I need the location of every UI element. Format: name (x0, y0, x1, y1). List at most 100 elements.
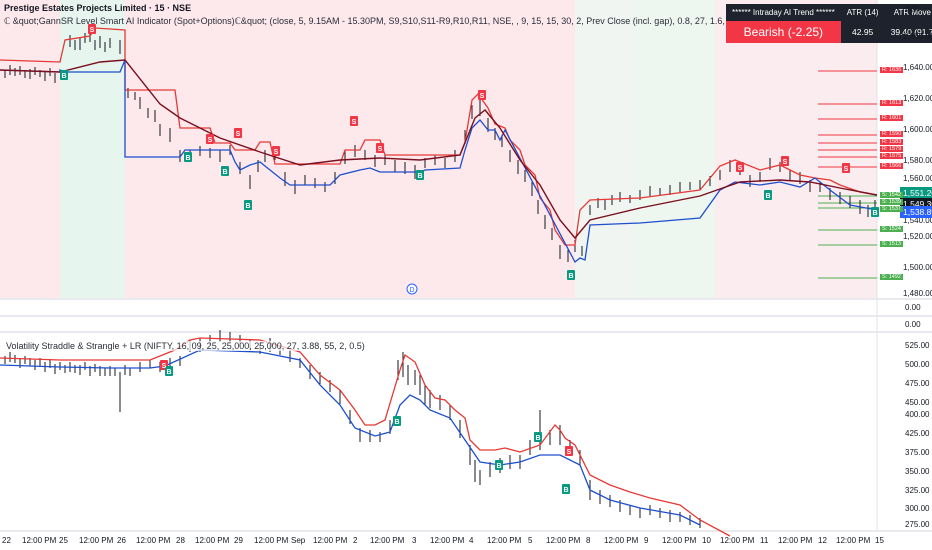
trend-table: ****** Intraday AI Trend ****** ATR (14)… (726, 4, 932, 43)
level-label-r2: R: 1613 (880, 100, 904, 106)
moving-average-line (0, 59, 878, 240)
buy-signal: B (417, 173, 422, 180)
buy-signal: B (394, 419, 399, 426)
lower-indicator-label[interactable]: Volatility Straddle & Strangle + LR (NIF… (4, 341, 367, 351)
level-label-r4: R: 1590 (880, 131, 904, 137)
level-label-r7: R: 1575 (880, 153, 904, 159)
atr-header: ATR (14) (840, 4, 885, 21)
time-axis-label: 12 (818, 536, 827, 545)
price-axis-label: 1,520.00 (903, 232, 932, 241)
sell-signal: S (480, 93, 485, 100)
lower-axis-label: 275.00 (905, 520, 930, 529)
time-axis-label: 12:00 PM (487, 536, 522, 545)
currency-label[interactable]: INR (905, 5, 919, 14)
sell-signal: S (738, 165, 743, 172)
lower-axis-label: 400.00 (905, 410, 930, 419)
indicator-label[interactable]: ℂ &quot;GannSR Level Smart AI Indicator … (4, 16, 866, 26)
buy-signal: B (568, 273, 573, 280)
buy-signal: B (61, 73, 66, 80)
trend-status: Bearish (-2.25) (726, 21, 841, 43)
time-axis-label: 12:00 PM (136, 536, 171, 545)
level-label-r1: R: 1636 (880, 67, 904, 73)
time-axis-label: 11 (760, 536, 769, 545)
time-axis-label: 12:00 PM (662, 536, 697, 545)
level-label-s5: S: 1513 (880, 241, 903, 247)
level-label-s2: S: 1539 (880, 199, 903, 205)
price-tag-green: 1,551.20 (900, 187, 932, 199)
time-axis-label: 12:00 PM (720, 536, 755, 545)
time-axis-label: 28 (176, 536, 185, 545)
time-axis-label: 12:00 PM (778, 536, 813, 545)
symbol-title[interactable]: Prestige Estates Projects Limited · 15 ·… (4, 3, 192, 13)
price-axis-label: 1,500.00 (903, 263, 932, 272)
time-axis-label: 9 (644, 536, 649, 545)
lower-axis-label: 450.00 (905, 398, 930, 407)
sell-signal: S (236, 131, 241, 138)
sell-signal: S (90, 27, 95, 34)
sell-signal: S (208, 137, 213, 144)
lower-axis-label: 300.00 (905, 504, 930, 513)
lower-axis-label: 525.00 (905, 341, 930, 350)
atr-move-value: 39.40 (91.75%) (884, 21, 932, 43)
time-axis-label: 12:00 PM (254, 536, 289, 545)
price-axis-label: 1,480.00 (903, 289, 932, 298)
level-label-s3: S: 1537 (880, 206, 903, 212)
level-label-r3: R: 1601 (880, 115, 904, 121)
lower-axis-label: 425.00 (905, 429, 930, 438)
time-axis-label: Sep (291, 536, 306, 545)
time-axis-label: 22 (2, 536, 11, 545)
time-axis-label: 10 (702, 536, 711, 545)
time-axis-label: 12:00 PM (430, 536, 465, 545)
level-label-r8: R: 1566 (880, 163, 904, 169)
lower-axis-label: 350.00 (905, 467, 930, 476)
sell-signal: S (352, 119, 357, 126)
time-axis-label: 5 (528, 536, 533, 545)
sell-signal: S (783, 159, 788, 166)
price-axis-label: 1,580.00 (903, 156, 932, 165)
time-axis-label: 12:00 PM (195, 536, 230, 545)
time-axis-label: 12:00 PM (79, 536, 114, 545)
atr-value: 42.95 (840, 21, 885, 43)
price-axis-label: 1,560.00 (903, 174, 932, 183)
time-axis-label: 12:00 PM (370, 536, 405, 545)
sell-signal: S (844, 166, 849, 173)
buy-signal: B (872, 210, 877, 217)
level-label-s4: S: 1524 (880, 226, 903, 232)
price-axis-label: 1,600.00 (903, 125, 932, 134)
buy-signal: B (496, 463, 501, 470)
lower-axis-label: 325.00 (905, 486, 930, 495)
buy-signal: B (765, 193, 770, 200)
option-blue-line (0, 349, 701, 526)
time-axis-label: 25 (59, 536, 68, 545)
price-candles[interactable] (4, 28, 876, 262)
price-axis-label: 1,660.00 (903, 32, 932, 41)
price-tag-blue: 1,538.89 (900, 206, 932, 218)
level-label-r6: R: 1579 (880, 146, 904, 152)
time-axis-label: 4 (469, 536, 474, 545)
level-label-r5: R: 1583 (880, 139, 904, 145)
zero-label: 0.00 (905, 320, 921, 329)
atr-move-header: ATR Move (%) (884, 4, 932, 21)
level-label-s6: S: 1492 (880, 274, 903, 280)
time-axis-label: 3 (412, 536, 417, 545)
lower-axis-label: 475.00 (905, 379, 930, 388)
buy-signal: B (563, 487, 568, 494)
buy-signal: B (535, 435, 540, 442)
time-axis-label: 12:00 PM (22, 536, 57, 545)
zero-label: 0.00 (905, 303, 921, 312)
signal-badges[interactable] (60, 24, 879, 494)
sell-signal: S (567, 449, 572, 456)
buy-signal: B (245, 203, 250, 210)
time-axis-label: 12:00 PM (546, 536, 581, 545)
dividend-letter: D (409, 287, 414, 294)
signal-letters: S B B S S B B S S S B S B S B S S B S B … (61, 27, 877, 494)
buy-signal: B (222, 169, 227, 176)
option-red-line (0, 337, 731, 537)
time-axis-label: 29 (234, 536, 243, 545)
dividend-marker[interactable] (406, 283, 418, 295)
sell-signal: S (162, 363, 167, 370)
price-axis-label: 1,640.00 (903, 63, 932, 72)
lower-axis-label: 375.00 (905, 448, 930, 457)
trend-header: ****** Intraday AI Trend ****** (726, 4, 841, 21)
